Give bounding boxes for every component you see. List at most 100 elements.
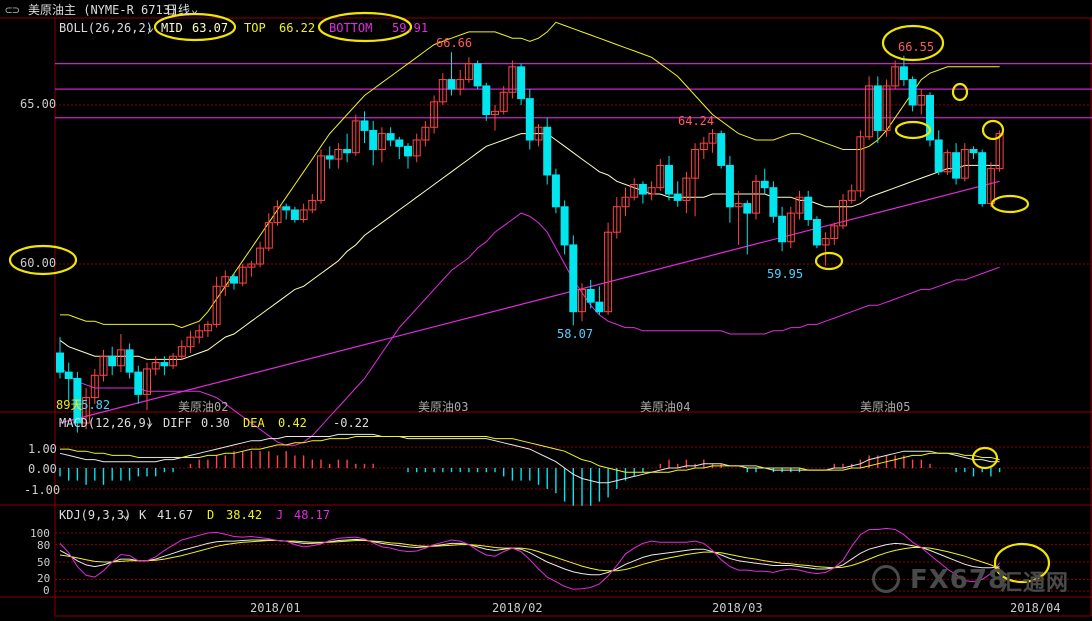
candle-up: [986, 168, 995, 205]
kdj-d-value: 38.42: [226, 508, 263, 522]
candle-down: [160, 362, 169, 367]
candle-down: [482, 85, 491, 116]
kdj-j-value: 48.17: [294, 508, 331, 522]
candle-down: [569, 244, 578, 313]
period-selector[interactable]: 日线: [166, 3, 191, 17]
candle-up: [917, 94, 926, 106]
candle-up: [438, 79, 447, 103]
trough-label-2: 59.95: [767, 267, 804, 281]
boll-indicator-name[interactable]: BOLL(26,26,2): [59, 21, 153, 35]
candle-down: [56, 352, 64, 373]
candle-down: [369, 129, 378, 151]
candle-down: [473, 63, 482, 87]
boll-bottom-value: 59.91: [392, 21, 429, 35]
candle-up: [203, 323, 212, 332]
candle-up: [308, 199, 317, 211]
candle-down: [125, 349, 134, 373]
candle-down: [673, 193, 682, 201]
candle-up: [186, 336, 195, 348]
candle-up: [534, 126, 543, 141]
month-marker-may: 美原油05: [860, 400, 911, 414]
highlight-circle: [993, 542, 1051, 584]
candle-up: [604, 231, 613, 313]
candle-up: [960, 149, 969, 179]
candle-up: [682, 177, 691, 201]
candle-up: [169, 355, 178, 367]
candle-up: [578, 288, 586, 313]
chevron-down-icon[interactable]: ⌄: [147, 20, 155, 34]
candle-up: [238, 266, 247, 284]
candle-up: [699, 142, 708, 151]
x-label-mar: 2018/03: [712, 601, 763, 615]
trough-label-1: 58.07: [557, 327, 594, 341]
candle-down: [525, 98, 534, 141]
highlight-circle: [8, 244, 78, 276]
macd-indicator-name[interactable]: MACD(12,26,9): [59, 416, 153, 430]
candle-up: [891, 66, 900, 87]
chevron-down-icon[interactable]: ⌄: [191, 2, 199, 16]
boll-top-value: 66.22: [279, 21, 316, 35]
window-icon: ⊂⊃: [5, 3, 20, 17]
candle-up: [177, 346, 186, 357]
kdj-j-label: J: [276, 508, 284, 522]
y-tick-65: 65.00: [20, 97, 57, 111]
candle-up: [247, 263, 256, 268]
boll-bottom-line: [59, 212, 1000, 446]
candle-up: [847, 190, 856, 201]
boll-top-label: TOP: [244, 21, 266, 35]
candle-up: [752, 180, 760, 214]
candle-up: [630, 184, 639, 198]
peak-label-1: 66.66: [436, 36, 473, 50]
chevron-down-icon[interactable]: ⌄: [146, 415, 154, 429]
candle-up: [256, 247, 265, 265]
candle-down: [665, 164, 673, 195]
candle-down: [386, 133, 395, 141]
macd-dea-value: 0.42: [278, 416, 307, 430]
kdj-k-value: 41.67: [157, 508, 194, 522]
horizontal-levels: [55, 63, 1092, 119]
candle-down: [595, 301, 604, 313]
corner-partial-label: 89天: [56, 398, 83, 412]
candle-up: [143, 368, 151, 395]
candle-down: [926, 94, 934, 141]
chart-gridlines: [55, 104, 1092, 592]
macd-tick-neg1: -1.00: [24, 483, 61, 497]
candle-up: [795, 196, 804, 214]
candle-up: [943, 152, 952, 173]
candle-down: [743, 203, 752, 214]
candle-down: [395, 139, 404, 147]
candlestick-series: [56, 52, 1004, 433]
macd-dea-line: [60, 436, 1000, 473]
candle-up: [656, 164, 665, 189]
kdj-tick-80: 80: [37, 539, 51, 552]
candle-up: [708, 133, 717, 144]
candle-up: [612, 206, 621, 233]
candle-up: [621, 196, 630, 208]
chevron-down-icon[interactable]: ⌄: [122, 507, 130, 521]
chart-frame: [0, 17, 1092, 617]
peak-label-2: 64.24: [678, 114, 715, 128]
candle-down: [551, 174, 560, 208]
boll-mid-label: MID: [161, 21, 183, 35]
highlight-circle: [153, 12, 237, 42]
candle-down: [282, 206, 291, 211]
candle-down: [804, 196, 813, 220]
candle-down: [586, 288, 595, 303]
candle-up: [82, 397, 91, 424]
kdj-d-line: [59, 540, 1000, 572]
candle-down: [134, 371, 143, 395]
candle-up: [508, 66, 517, 93]
candle-down: [325, 155, 334, 160]
kdj-indicator-name[interactable]: KDJ(9,3,3): [59, 508, 132, 522]
annotation-circles: [8, 11, 1051, 584]
candle-up: [195, 330, 204, 338]
highlight-circle: [951, 82, 969, 102]
candle-down: [230, 276, 238, 284]
highlight-circle: [317, 11, 413, 43]
candle-up: [377, 133, 386, 151]
y-tick-60: 60.00: [20, 256, 57, 270]
boll-top-line: [60, 21, 1000, 329]
trendline: [59, 180, 1000, 424]
macd-diff-value: 0.30: [201, 416, 230, 430]
